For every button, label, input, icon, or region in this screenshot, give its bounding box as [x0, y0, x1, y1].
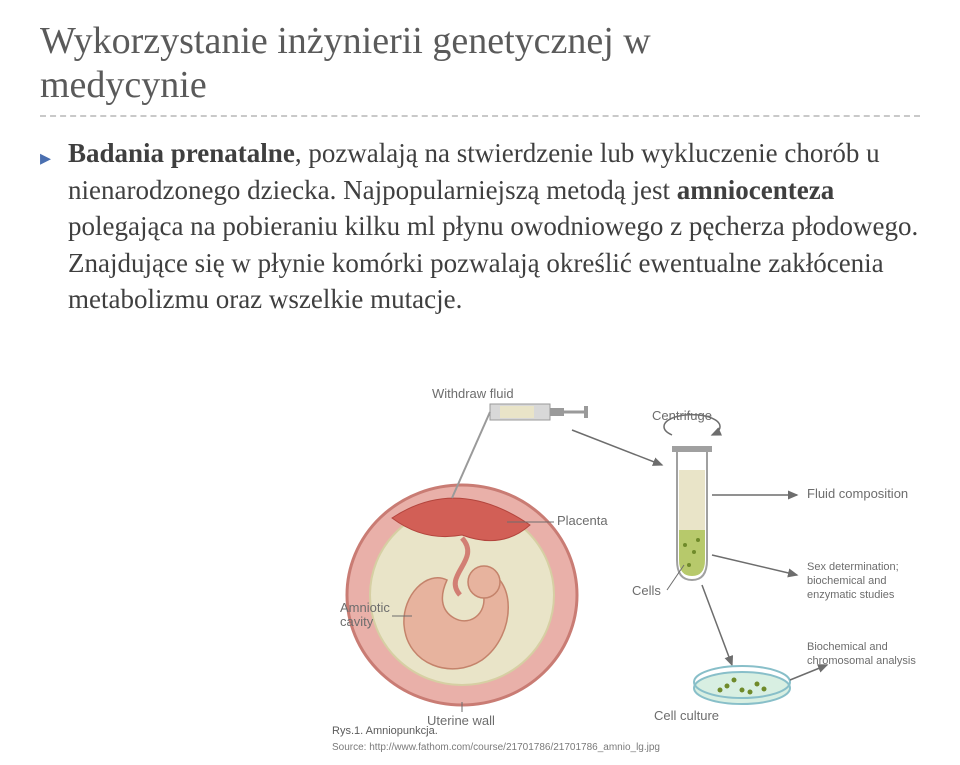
test-tube-icon: [672, 446, 712, 580]
label-sex1: Sex determination;: [807, 561, 899, 573]
label-cavity: cavity: [340, 614, 374, 629]
label-amniotic: Amniotic: [340, 600, 390, 615]
slide-page: Wykorzystanie inżynierii genetycznej w m…: [0, 0, 960, 765]
arrow-bio: [790, 665, 827, 680]
page-title: Wykorzystanie inżynierii genetycznej w m…: [40, 20, 920, 107]
amniocentesis-figure: Withdraw fluid Centrifuge Fluid: [332, 380, 942, 755]
bold-prenatal: Badania prenatalne: [68, 138, 295, 168]
label-placenta: Placenta: [557, 513, 608, 528]
uterus-group: [347, 485, 577, 705]
figure-source: Source: http://www.fathom.com/course/217…: [332, 742, 660, 753]
arrow-dish: [702, 585, 732, 665]
label-sex3: enzymatic studies: [807, 589, 895, 601]
label-bio2: chromosomal analysis: [807, 655, 916, 667]
label-centrifuge: Centrifuge: [652, 408, 712, 423]
body-paragraph: ▸ Badania prenatalne, pozwalają na stwie…: [40, 135, 920, 317]
title-line-1: Wykorzystanie inżynierii genetycznej w: [40, 20, 651, 62]
label-withdraw: Withdraw fluid: [432, 386, 514, 401]
label-bio1: Biochemical and: [807, 641, 888, 653]
label-sex2: biochemical and: [807, 575, 887, 587]
title-divider: [40, 115, 920, 117]
arrow-1: [572, 430, 662, 465]
bullet-icon: ▸: [40, 143, 51, 173]
label-fluid-comp: Fluid composition: [807, 486, 908, 501]
arrow-sex: [712, 555, 797, 575]
title-line-2: medycynie: [40, 64, 207, 106]
petri-dish-icon: [694, 666, 790, 704]
syringe-icon: [452, 404, 588, 498]
figure-svg: Withdraw fluid Centrifuge Fluid: [332, 380, 942, 755]
label-cells: Cells: [632, 583, 661, 598]
bold-amnio: amniocenteza: [677, 175, 834, 205]
label-culture: Cell culture: [654, 708, 719, 723]
figure-caption: Rys.1. Amniopunkcja.: [332, 725, 438, 737]
body-text-2: polegająca na pobieraniu kilku ml płynu …: [68, 211, 918, 314]
